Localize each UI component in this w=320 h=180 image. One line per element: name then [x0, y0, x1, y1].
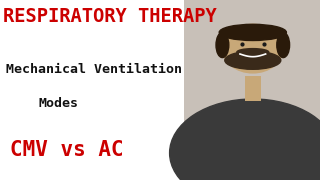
Ellipse shape	[277, 32, 290, 58]
Ellipse shape	[219, 24, 286, 40]
Text: Modes: Modes	[38, 97, 78, 110]
Text: RESPIRATORY THERAPY: RESPIRATORY THERAPY	[3, 7, 217, 26]
Ellipse shape	[216, 32, 229, 58]
Ellipse shape	[237, 49, 269, 56]
FancyBboxPatch shape	[184, 0, 320, 180]
Text: Mechanical Ventilation: Mechanical Ventilation	[6, 63, 182, 76]
Ellipse shape	[170, 99, 320, 180]
Ellipse shape	[225, 51, 281, 69]
Text: CMV vs AC: CMV vs AC	[10, 140, 123, 160]
Ellipse shape	[222, 24, 283, 73]
FancyBboxPatch shape	[245, 76, 261, 101]
